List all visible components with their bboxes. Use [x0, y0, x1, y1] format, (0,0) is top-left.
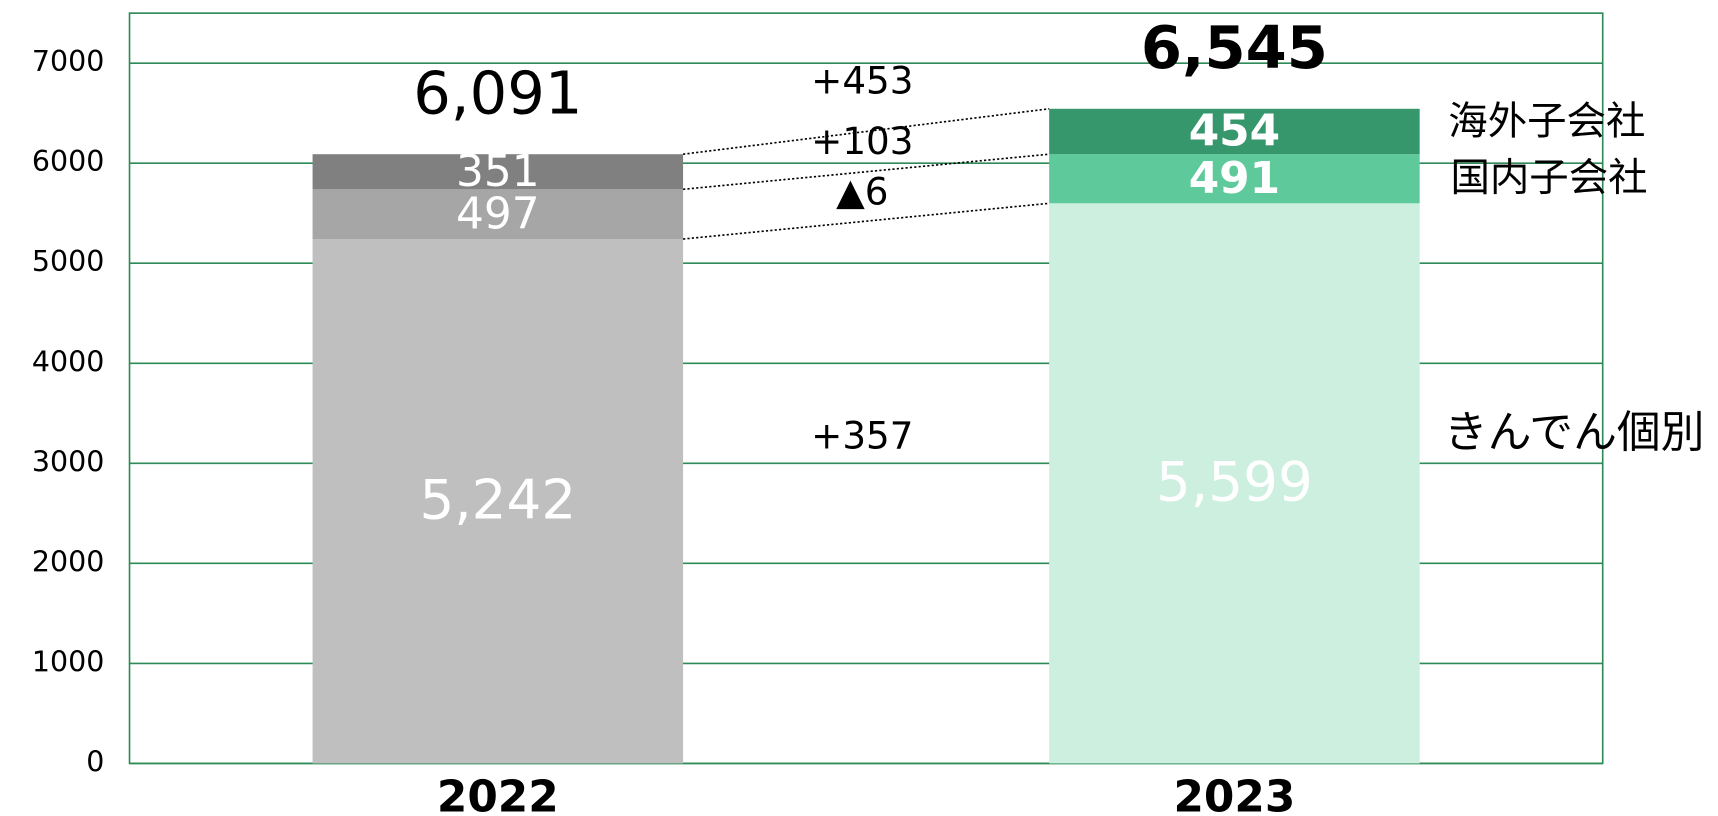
- y-tick-label: 2000: [32, 545, 104, 578]
- connector: [682, 107, 1050, 156]
- y-tick-label: 0: [86, 745, 104, 778]
- change-annotation: ▲6: [836, 169, 888, 213]
- value-label: 497: [456, 188, 540, 239]
- value-label: 5,242: [419, 468, 576, 532]
- y-tick-label: 3000: [32, 445, 104, 478]
- total-label: 6,545: [1141, 13, 1328, 82]
- y-tick-label: 5000: [32, 245, 104, 278]
- change-annotation: +453: [811, 59, 913, 103]
- x-tick-label: 2022: [437, 772, 559, 816]
- bar-segment: [1049, 108, 1420, 155]
- bar-segment: [1049, 154, 1420, 204]
- total-label: 6,091: [413, 58, 582, 127]
- bar-segment: [312, 189, 684, 240]
- series-label: 海外子会社: [1448, 98, 1645, 144]
- change-annotation: +103: [811, 119, 913, 163]
- value-label: 491: [1189, 153, 1280, 204]
- bar-segment: [312, 154, 684, 190]
- y-tick-label: 4000: [32, 345, 104, 378]
- value-label: 454: [1189, 106, 1280, 157]
- value-label: 5,599: [1156, 450, 1313, 514]
- y-tick-label: 7000: [32, 45, 104, 78]
- series-label: きんでん個別: [1444, 407, 1705, 458]
- x-tick-label: 2023: [1173, 772, 1295, 816]
- change-annotation: +357: [811, 414, 913, 458]
- series-label: 国内子会社: [1450, 155, 1647, 201]
- plot-border: [128, 12, 1604, 765]
- value-label: 351: [456, 146, 540, 197]
- bar-segment: [312, 239, 684, 764]
- y-tick-label: 1000: [32, 645, 104, 678]
- y-tick-label: 6000: [32, 145, 104, 178]
- bar-segment: [1049, 203, 1420, 764]
